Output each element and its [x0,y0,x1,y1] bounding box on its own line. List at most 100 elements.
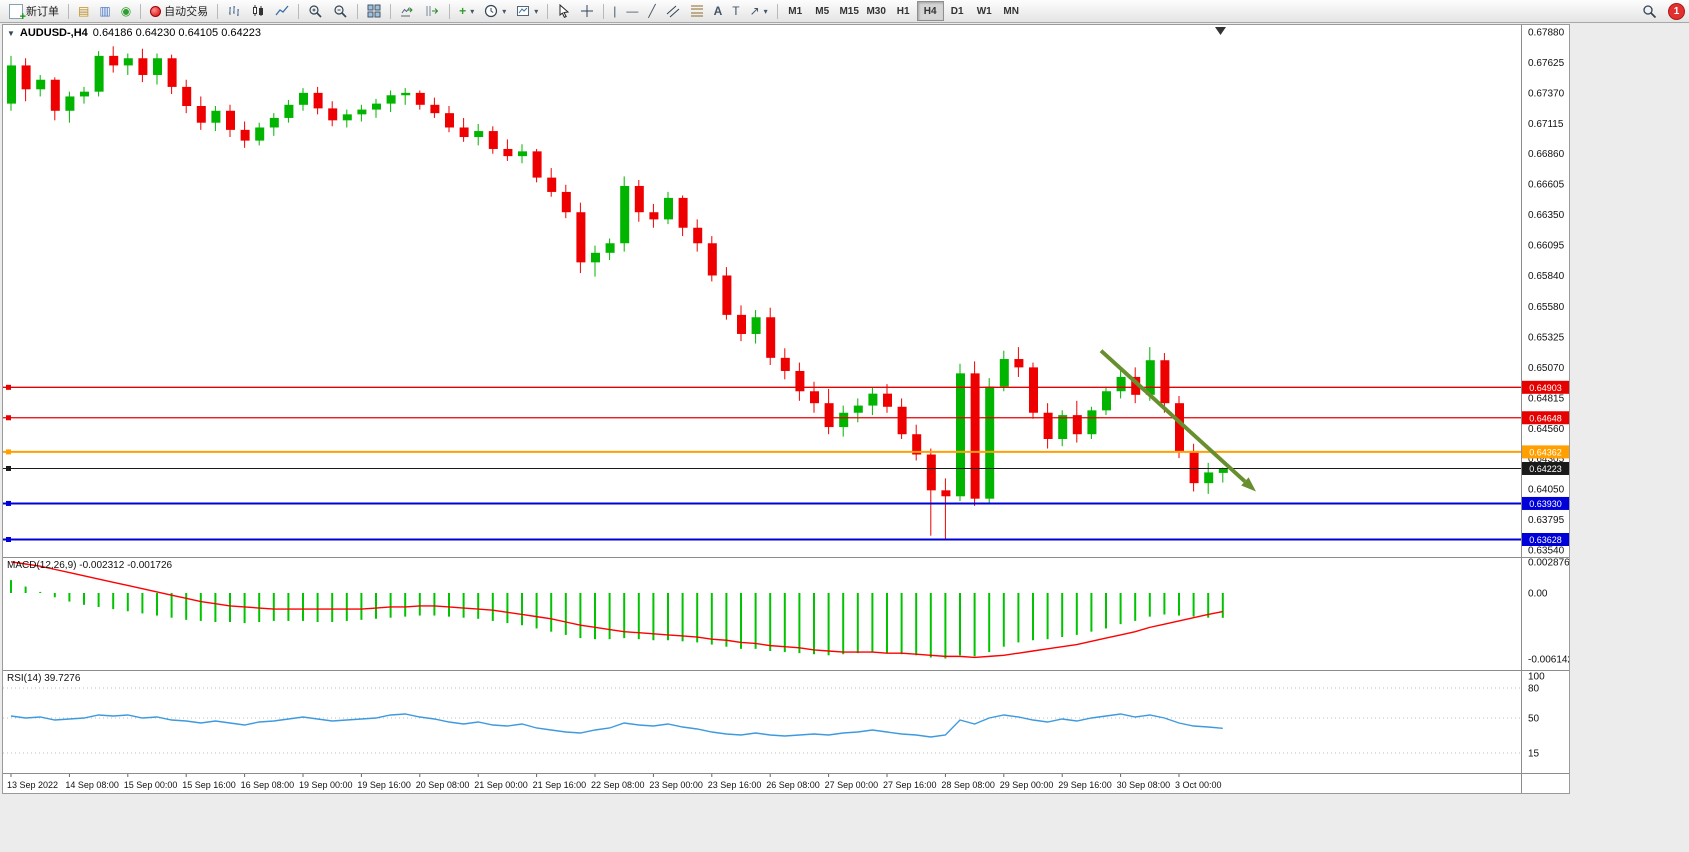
candle-body [883,393,892,407]
chart-shift-button[interactable] [420,1,445,21]
search-button[interactable] [1637,1,1662,21]
candle-body [620,185,630,244]
price-axis-label: 0.66095 [1528,241,1565,252]
candle-body [342,114,352,121]
fibonacci-button[interactable] [685,1,709,21]
periods-button[interactable]: ▾ [479,1,511,21]
line-anchor[interactable] [6,536,11,542]
candle-body [401,92,411,96]
price-axis-label: 0.64560 [1528,424,1565,435]
trend-arrow[interactable] [1099,349,1247,483]
candle-body [518,151,527,157]
timeframe-m30-button[interactable]: M30 [863,1,890,21]
depth-of-market-button[interactable]: ▤ [73,1,94,21]
candle-body [1058,415,1068,439]
candle-body [926,454,936,491]
arrows-button[interactable]: ↗ ▾ [745,1,773,21]
candle-body [153,58,162,75]
price-tag-label: 0.64648 [1529,413,1562,423]
timeframe-h4-button[interactable]: H4 [916,1,944,21]
zoom-out-button[interactable] [328,1,353,21]
horizontal-line-button[interactable]: — [621,1,643,21]
time-axis-label: 19 Sep 00:00 [299,780,353,790]
templates-button[interactable]: ▾ [511,1,543,21]
price-axis-label: 0.64050 [1528,485,1565,496]
timeframe-d1-button[interactable]: D1 [944,1,971,21]
line-anchor[interactable] [6,384,11,390]
time-axis-label: 28 Sep 08:00 [941,780,995,790]
candle-body [372,103,381,110]
channel-button[interactable] [661,1,685,21]
candle-body [868,393,878,406]
indicators-button[interactable]: + ▾ [454,1,479,21]
price-tag-label: 0.63628 [1529,535,1562,545]
timeframe-m15-button[interactable]: M15 [836,1,863,21]
candlestick-chart-button[interactable] [246,1,270,21]
price-tag [1522,380,1569,394]
vertical-line-button[interactable]: | [608,1,621,21]
time-axis-label: 14 Sep 08:00 [65,780,119,790]
fibonacci-icon [690,5,703,17]
price-tag [1522,496,1569,510]
trendline-button[interactable]: ╱ [643,1,660,21]
timeframe-mn-button[interactable]: MN [998,1,1025,21]
crosshair-button[interactable] [575,1,599,21]
price-axis-label: 0.66350 [1528,210,1565,221]
cursor-button[interactable] [552,1,575,21]
depth-of-market-icon: ▤ [78,4,90,18]
notification-badge[interactable]: 1 [1668,2,1685,20]
timeframe-m1-button[interactable]: M1 [782,1,809,21]
label-button[interactable]: T [727,1,744,21]
time-axis-label: 22 Sep 08:00 [591,780,645,790]
candle-body [1072,415,1082,435]
candle-body [226,110,235,130]
market-watch-button[interactable]: ◉ [116,1,136,21]
time-axis-label: 19 Sep 16:00 [357,780,411,790]
chart-shift-icon [426,6,439,16]
candle-body [80,91,89,97]
price-tag-label: 0.63930 [1529,499,1562,509]
collapse-icon[interactable]: ▼ [7,28,15,38]
line-anchor[interactable] [6,449,11,455]
candle-body [1145,360,1155,395]
search-icon [1643,4,1657,18]
candle-body [1189,450,1199,484]
candle-body [985,386,995,499]
autotrading-button[interactable]: 自动交易 [145,1,213,21]
candle-body [1175,403,1184,451]
text-button[interactable]: A [709,1,728,21]
zoom-in-icon [309,4,322,18]
tile-windows-button[interactable] [362,1,386,21]
price-axis-label: 0.65580 [1528,302,1565,313]
timeframe-m5-button[interactable]: M5 [809,1,836,21]
line-anchor[interactable] [6,415,11,421]
vertical-line-icon: | [613,4,617,18]
candle-body [1087,410,1097,435]
line-chart-button[interactable] [270,1,294,21]
bar-chart-button[interactable] [222,1,246,21]
trend-arrow-head[interactable] [1241,477,1256,492]
timeframe-h1-button[interactable]: H1 [890,1,917,21]
timeframe-w1-button[interactable]: W1 [971,1,998,21]
candle-body [605,243,615,253]
line-anchor[interactable] [6,500,11,506]
candle-body [240,129,250,141]
candle-body [737,314,746,334]
candle-body [269,117,279,128]
chevron-down-icon: ▾ [763,6,768,16]
auto-scroll-button[interactable] [395,1,420,21]
chart-canvas[interactable]: 0.67880 0.67625 0.67370 0.67115 0.66860 0.666… [3,25,1569,793]
zoom-in-button[interactable] [303,1,328,21]
candle-body [123,58,133,66]
cursor-icon [559,4,570,18]
candle-body [386,95,396,104]
auto-scroll-icon [401,7,413,17]
macd-axis-label: 0.00 [1528,589,1548,600]
candle-body [503,148,513,157]
candle-body [576,212,586,263]
candlestick-chart-icon [253,5,264,16]
line-anchor[interactable] [6,465,11,471]
candle-body [970,373,980,499]
data-window-button[interactable]: ▥ [94,1,115,21]
new-order-button[interactable]: + 新订单 [4,1,64,22]
